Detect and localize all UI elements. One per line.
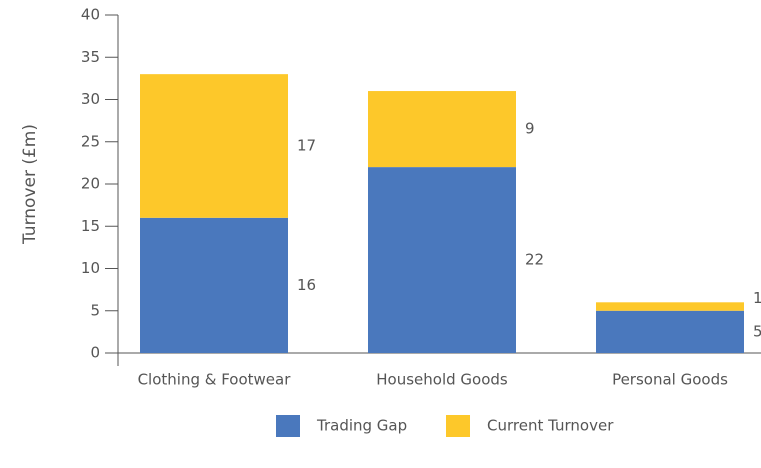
data-label: 17 bbox=[297, 136, 316, 154]
x-tick-label: Personal Goods bbox=[612, 371, 728, 389]
bar-segment bbox=[368, 91, 516, 168]
y-tick-label: 15 bbox=[81, 217, 100, 235]
legend-swatch bbox=[276, 415, 300, 437]
legend-label: Current Turnover bbox=[487, 417, 614, 435]
data-label: 22 bbox=[525, 251, 544, 269]
bar-segment bbox=[596, 302, 744, 311]
y-tick-label: 40 bbox=[81, 6, 100, 24]
y-tick-label: 5 bbox=[90, 301, 100, 319]
data-label: 5 bbox=[753, 322, 761, 340]
bar-segment bbox=[140, 74, 288, 218]
data-label: 9 bbox=[525, 120, 535, 138]
y-tick-label: 10 bbox=[81, 259, 100, 277]
y-tick-label: 30 bbox=[81, 90, 100, 108]
bar-segment bbox=[596, 310, 744, 353]
x-tick-label: Clothing & Footwear bbox=[138, 371, 292, 389]
y-axis-title: Turnover (£m) bbox=[20, 124, 40, 245]
data-label: 16 bbox=[297, 276, 316, 294]
y-tick-label: 0 bbox=[90, 344, 100, 362]
y-tick-label: 20 bbox=[81, 175, 100, 193]
y-tick-label: 35 bbox=[81, 48, 100, 66]
legend-swatch bbox=[446, 415, 470, 437]
data-label: 1 bbox=[753, 289, 761, 307]
bar-segment bbox=[140, 217, 288, 353]
y-tick-label: 25 bbox=[81, 132, 100, 150]
legend-label: Trading Gap bbox=[316, 417, 407, 435]
bar-segment bbox=[368, 167, 516, 353]
x-tick-label: Household Goods bbox=[376, 371, 508, 389]
